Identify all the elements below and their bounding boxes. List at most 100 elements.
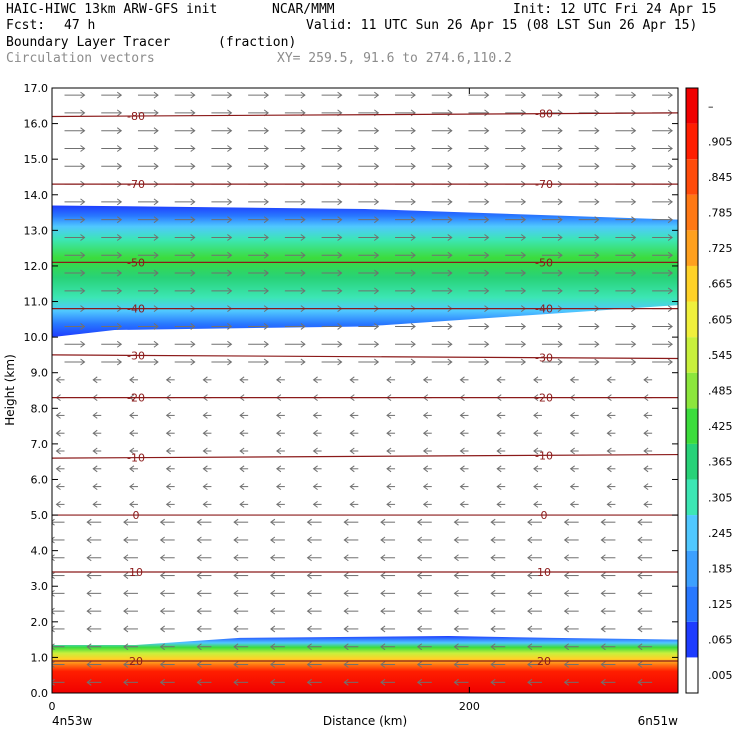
wind-vector-head	[153, 234, 159, 241]
wind-vector-head	[123, 536, 129, 544]
wind-vector-head	[227, 340, 233, 348]
wind-vector-head	[569, 465, 575, 473]
wind-vector-head	[337, 251, 343, 259]
wind-vector-head	[80, 127, 86, 135]
colorbar-label: .365	[708, 456, 733, 469]
wind-vector-head	[557, 269, 563, 277]
wind-vector-head	[129, 412, 135, 419]
wind-vector-head	[484, 251, 490, 259]
wind-vector-head	[594, 340, 600, 348]
isotherm-lines: -80 -80 -70 -70 -50 -50 -40 -40 -30 -30 -20 -20 -10 -…	[52, 108, 678, 668]
wind-vector-head	[453, 661, 459, 668]
wind-vector-head	[533, 447, 539, 455]
wind-vector-head	[667, 340, 673, 348]
wind-vector-head	[190, 340, 196, 348]
wind-vector-head	[55, 429, 61, 437]
wind-vector-head	[190, 91, 196, 99]
wind-vector-head	[343, 572, 349, 579]
wind-vector-head	[116, 358, 123, 366]
wind-vector-head	[129, 465, 135, 473]
wind-vector-head	[600, 643, 606, 651]
wind-vector-head	[227, 287, 233, 295]
wind-vector-head	[349, 500, 355, 508]
wind-vector-head	[380, 607, 386, 615]
colorbar-swatch	[686, 479, 698, 516]
wind-vector-head	[159, 589, 165, 597]
wind-vector-head	[349, 483, 355, 490]
wind-vector-head	[594, 198, 600, 206]
wind-vector-head	[380, 678, 386, 686]
y-tick-label: 3.0	[31, 580, 49, 593]
wind-vector-head	[129, 376, 135, 384]
wind-vector-head	[484, 127, 490, 135]
wind-vector-head	[600, 518, 606, 526]
wind-vector-head	[422, 500, 429, 508]
wind-vector-head	[520, 234, 527, 241]
wind-vector-head	[306, 589, 312, 597]
wind-vector-head	[80, 145, 86, 152]
isotherm-label-left: 0	[133, 509, 140, 522]
wind-vector-head	[227, 162, 233, 170]
wind-vector-head	[196, 536, 202, 544]
colorbar-swatch	[686, 408, 698, 444]
wind-vector-head	[557, 251, 563, 259]
wind-vector-head	[80, 162, 86, 170]
wind-vector-head	[594, 216, 600, 224]
wind-vector-head	[306, 643, 312, 651]
wind-vector-head	[86, 607, 92, 615]
wind-vector-head	[153, 323, 159, 330]
wind-vector-head	[422, 447, 429, 455]
colorbar-label: .845	[708, 171, 733, 184]
wind-vector-head	[202, 465, 208, 473]
wind-vector-head	[52, 643, 55, 651]
wind-vector-head	[447, 109, 453, 117]
wind-vector-head	[490, 678, 496, 686]
wind-vector-head	[202, 483, 208, 490]
wind-vector-head	[563, 554, 569, 562]
wind-vector-head	[337, 162, 343, 170]
wind-vector-head	[380, 554, 386, 562]
wind-vector-head	[490, 607, 496, 615]
wind-vector-head	[563, 625, 569, 633]
wind-vector-head	[196, 518, 202, 526]
wind-vector-head	[190, 323, 196, 330]
wind-vector-head	[116, 234, 123, 241]
y-tick-label: 16.0	[24, 118, 49, 131]
wind-vector-head	[643, 447, 649, 455]
y-tick-label: 12.0	[24, 260, 49, 273]
wind-vector-head	[227, 145, 233, 152]
wind-vector-head	[343, 625, 349, 633]
wind-vector-head	[80, 234, 86, 241]
wind-vector-head	[196, 572, 202, 579]
wind-vector-head	[270, 518, 276, 526]
wind-vector-head	[227, 358, 233, 366]
wind-vector-head	[484, 234, 490, 241]
wind-vector-head	[374, 358, 380, 366]
wind-vector-head	[410, 340, 416, 348]
wind-vector-head	[416, 607, 423, 615]
colorbar-swatch	[686, 550, 698, 587]
wind-vector-head	[80, 198, 86, 206]
colorbar-label: .125	[708, 598, 733, 611]
isotherm-label-left: -40	[127, 303, 145, 316]
wind-vector-head	[300, 323, 306, 330]
y-tick-label: 4.0	[31, 545, 49, 558]
wind-vector-head	[159, 643, 165, 651]
wind-vector-head	[202, 429, 208, 437]
wind-vector-head	[86, 518, 92, 526]
wind-vector-head	[196, 625, 202, 633]
wind-vector-head	[349, 412, 355, 419]
wind-vector-head	[563, 518, 569, 526]
wind-vector-head	[52, 536, 55, 544]
right-endpoint-label: 6n51w	[638, 714, 679, 728]
wind-vector-head	[386, 483, 392, 490]
wind-vector-head	[374, 198, 380, 206]
wind-vector-head	[86, 536, 92, 544]
wind-vector-head	[116, 109, 123, 117]
wind-vector-head	[453, 589, 459, 597]
isotherm-label-right: -70	[535, 178, 553, 191]
wind-vector-head	[594, 251, 600, 259]
wind-vector-head	[484, 198, 490, 206]
wind-vector-head	[484, 269, 490, 277]
wind-vector-head	[386, 429, 392, 437]
